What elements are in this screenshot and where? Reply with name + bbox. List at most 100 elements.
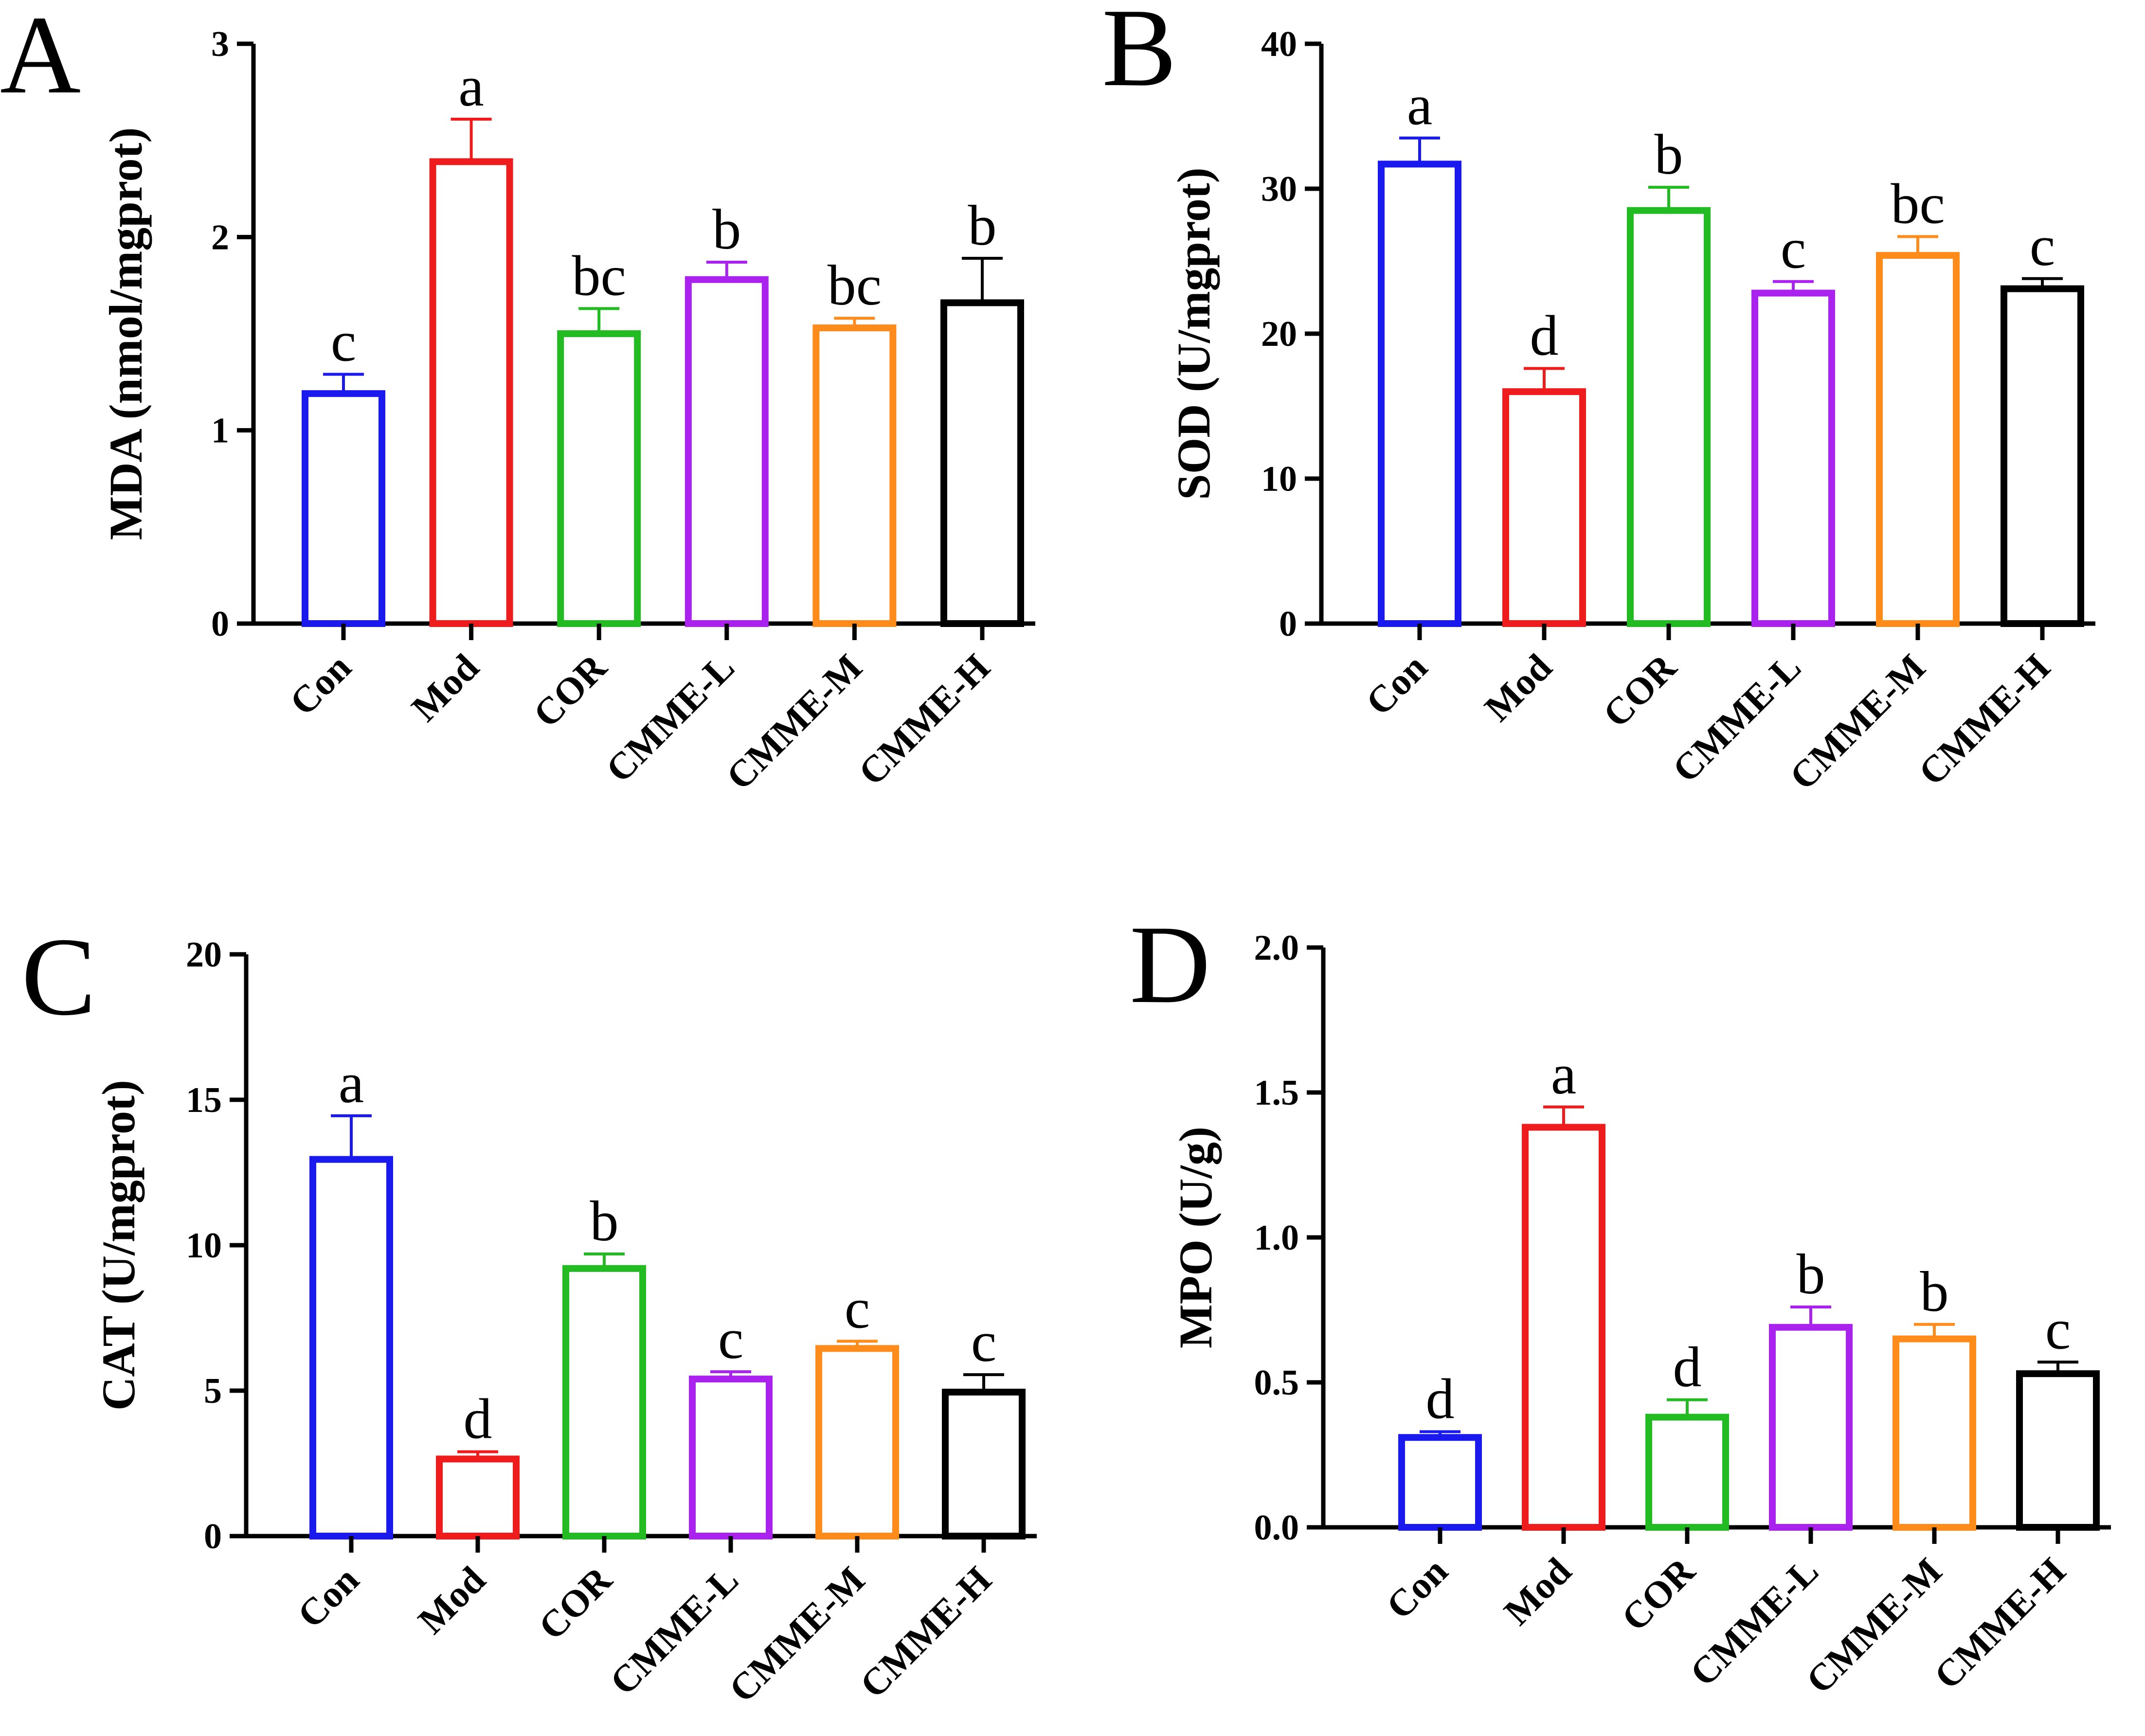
y-tick-label: 1.5 bbox=[1254, 1073, 1299, 1113]
significance-label: a bbox=[458, 54, 484, 118]
x-tick-label: Con bbox=[1357, 646, 1435, 724]
significance-label: c bbox=[2045, 1297, 2071, 1361]
significance-label: bc bbox=[572, 244, 626, 307]
bar bbox=[1627, 207, 1711, 627]
significance-label: c bbox=[845, 1276, 870, 1340]
x-tick-label: CMME-M bbox=[718, 646, 870, 798]
bar bbox=[1893, 1335, 1976, 1531]
bar bbox=[1769, 1324, 1853, 1531]
bar bbox=[1378, 161, 1461, 627]
bar bbox=[942, 1388, 1026, 1539]
x-tick-label: COR bbox=[1613, 1549, 1703, 1639]
significance-label: bc bbox=[1891, 172, 1945, 235]
bar bbox=[685, 276, 769, 627]
y-tick-label: 3 bbox=[211, 24, 229, 64]
chart-panel-b: B 0 10 20 30 40 SOD (U/mgprot) a Con d Mod b COR c CMM… bbox=[1102, 0, 2095, 798]
y-axis-title: SOD (U/mgprot) bbox=[1168, 167, 1220, 500]
bar bbox=[309, 1156, 393, 1540]
bar bbox=[812, 324, 897, 627]
bar bbox=[1876, 252, 1960, 627]
panel-letter: B bbox=[1102, 0, 1176, 109]
x-tick-label: Mod bbox=[410, 1558, 493, 1642]
x-tick-label: COR bbox=[525, 645, 615, 735]
y-tick-label: 10 bbox=[186, 1226, 222, 1266]
y-tick-label: 0.5 bbox=[1254, 1363, 1299, 1403]
x-tick-label: Mod bbox=[403, 646, 487, 730]
y-tick-label: 1.0 bbox=[1254, 1218, 1299, 1258]
bar bbox=[302, 390, 385, 627]
y-tick-label: 1 bbox=[211, 411, 229, 451]
panel-letter: A bbox=[0, 0, 81, 117]
significance-label: d bbox=[1673, 1335, 1702, 1399]
y-tick-label: 2.0 bbox=[1254, 928, 1299, 968]
significance-label: c bbox=[971, 1310, 996, 1374]
y-tick-label: 30 bbox=[1261, 169, 1297, 209]
x-tick-label: Con bbox=[289, 1558, 367, 1636]
x-tick-label: CMME-H bbox=[851, 1558, 999, 1706]
significance-label: d bbox=[1530, 304, 1559, 368]
y-tick-label: 20 bbox=[186, 935, 222, 975]
bar bbox=[940, 299, 1024, 627]
bar bbox=[2016, 1370, 2100, 1531]
significance-label: d bbox=[464, 1387, 492, 1451]
x-tick-label: CMME-H bbox=[1926, 1550, 2073, 1698]
x-tick-label: COR bbox=[1595, 645, 1685, 735]
x-tick-label: CMME-M bbox=[1798, 1550, 1950, 1702]
chart-panel-d: D 0.0 0.5 1.0 1.5 2.0 MPO (U/g) d Con a Mod d COR b CM… bbox=[1130, 902, 2111, 1701]
y-axis-title: MDA (nmol/mgprot) bbox=[100, 127, 152, 540]
significance-label: b bbox=[1655, 123, 1683, 186]
significance-label: a bbox=[1407, 73, 1432, 137]
x-tick-label: Mod bbox=[1476, 646, 1560, 730]
chart-panel-c: C 0 5 10 15 20 CAT (U/mgprot) a Con d Mod b COR c CMME… bbox=[21, 914, 1037, 1710]
y-tick-label: 40 bbox=[1261, 24, 1297, 64]
significance-label: d bbox=[1426, 1367, 1455, 1431]
y-tick-label: 0 bbox=[1279, 604, 1297, 644]
significance-label: b bbox=[712, 197, 741, 261]
bar bbox=[1645, 1414, 1729, 1531]
bar bbox=[815, 1345, 899, 1540]
x-tick-label: Con bbox=[281, 646, 359, 724]
significance-label: c bbox=[1781, 217, 1806, 281]
bar bbox=[1751, 289, 1835, 627]
significance-label: b bbox=[968, 194, 997, 257]
y-axis-title: MPO (U/g) bbox=[1170, 1127, 1222, 1348]
x-tick-label: COR bbox=[530, 1557, 620, 1647]
significance-label: c bbox=[718, 1307, 743, 1371]
significance-label: c bbox=[2030, 214, 2055, 278]
x-tick-label: CMME-M bbox=[721, 1558, 873, 1711]
y-tick-label: 10 bbox=[1261, 459, 1297, 499]
bar bbox=[1502, 388, 1586, 627]
y-tick-label: 20 bbox=[1261, 314, 1297, 354]
x-tick-label: CMME-H bbox=[1910, 646, 2058, 794]
x-tick-label: Mod bbox=[1496, 1550, 1579, 1633]
significance-label: b bbox=[1797, 1242, 1825, 1306]
significance-label: b bbox=[1920, 1260, 1949, 1324]
y-tick-label: 0.0 bbox=[1254, 1508, 1299, 1548]
x-tick-label: Con bbox=[1378, 1550, 1456, 1628]
significance-label: a bbox=[1551, 1042, 1576, 1106]
significance-label: bc bbox=[828, 253, 882, 317]
bar bbox=[429, 158, 513, 627]
y-tick-label: 0 bbox=[211, 604, 229, 644]
x-tick-label: CMME-H bbox=[850, 646, 998, 794]
bar bbox=[562, 1265, 646, 1540]
bar bbox=[2001, 285, 2084, 627]
panel-letter: C bbox=[21, 914, 96, 1038]
y-tick-label: 2 bbox=[211, 217, 229, 257]
y-tick-label: 15 bbox=[186, 1080, 222, 1120]
y-tick-label: 5 bbox=[204, 1371, 222, 1411]
bar bbox=[557, 330, 641, 627]
bar bbox=[1398, 1434, 1482, 1531]
significance-label: c bbox=[331, 309, 356, 373]
significance-label: a bbox=[339, 1051, 364, 1115]
chart-panel-a: A 0 1 2 3 MDA (nmol/mgprot) c Con a Mod bc COR b CMME… bbox=[0, 0, 1035, 798]
panel-letter: D bbox=[1130, 902, 1210, 1026]
significance-label: b bbox=[590, 1189, 619, 1253]
bar bbox=[436, 1455, 520, 1540]
y-tick-label: 0 bbox=[204, 1517, 222, 1557]
bar bbox=[1522, 1124, 1605, 1531]
bar bbox=[689, 1376, 773, 1540]
x-tick-label: CMME-M bbox=[1781, 646, 1933, 798]
y-axis-title: CAT (U/mgprot) bbox=[92, 1080, 144, 1411]
